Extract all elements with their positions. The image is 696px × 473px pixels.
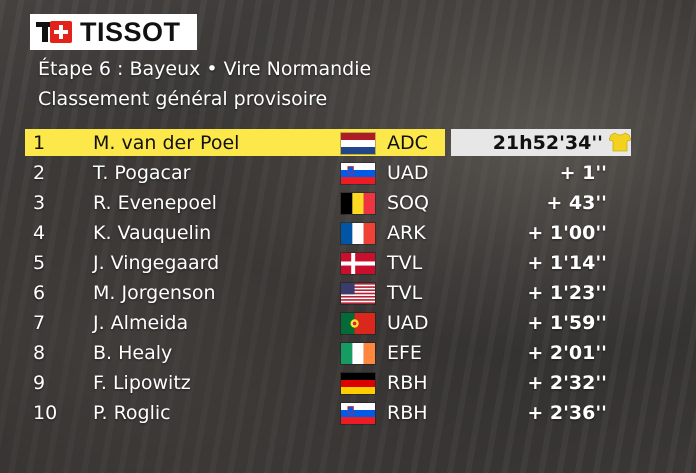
time-gap: + 1'59'' xyxy=(527,312,607,334)
team-code: RBH xyxy=(387,402,428,424)
rider-name: J. Almeida xyxy=(93,312,189,334)
rank: 6 xyxy=(33,282,46,304)
standings-row-8: 8 B. Healy EFE + 2'01'' xyxy=(25,338,665,368)
time: 21h52'34'' xyxy=(492,132,603,154)
rank: 7 xyxy=(33,312,46,334)
classification-title: Classement général provisoire xyxy=(38,88,328,110)
team-code: ADC xyxy=(387,132,428,154)
team-code: SOQ xyxy=(387,192,429,214)
slovenia-flag-icon xyxy=(341,403,375,424)
time-gap: + 1'23'' xyxy=(527,282,607,304)
tissot-cross-icon xyxy=(36,20,76,44)
rider-name: R. Evenepoel xyxy=(93,192,217,214)
tissot-logo: TISSOT xyxy=(30,14,197,50)
rank: 5 xyxy=(33,252,46,274)
team-code: TVL xyxy=(387,282,423,304)
rank: 4 xyxy=(33,222,46,244)
team-code: ARK xyxy=(387,222,426,244)
leader-time-box xyxy=(451,129,631,156)
belgium-flag-icon xyxy=(341,193,375,214)
slovenia-flag-icon xyxy=(341,163,375,184)
standings-table: 1 M. van der Poel ADC 21h52'34'' 2 T. Po… xyxy=(25,128,665,428)
standings-row-10: 10 P. Roglic RBH + 2'36'' xyxy=(25,398,665,428)
team-code: EFE xyxy=(387,342,422,364)
time-gap: + 2'01'' xyxy=(527,342,607,364)
time-gap: + 43'' xyxy=(546,192,607,214)
rider-name: M. Jorgenson xyxy=(93,282,216,304)
rank: 9 xyxy=(33,372,46,394)
rank: 2 xyxy=(33,162,46,184)
standings-row-3: 3 R. Evenepoel SOQ + 43'' xyxy=(25,188,665,218)
rank: 1 xyxy=(33,132,46,154)
team-code: RBH xyxy=(387,372,428,394)
rank: 3 xyxy=(33,192,46,214)
rider-name: J. Vingegaard xyxy=(93,252,220,274)
germany-flag-icon xyxy=(341,373,375,394)
time-gap: + 2'36'' xyxy=(527,402,607,424)
standings-row-7: 7 J. Almeida UAD + 1'59'' xyxy=(25,308,665,338)
leader-highlight xyxy=(25,129,445,156)
time-gap: + 1'14'' xyxy=(527,252,607,274)
netherlands-flag-icon xyxy=(341,133,375,154)
france-flag-icon xyxy=(341,223,375,244)
time-gap: + 1'00'' xyxy=(527,222,607,244)
rider-name: M. van der Poel xyxy=(93,132,240,154)
denmark-flag-icon xyxy=(341,253,375,274)
standings-row-2: 2 T. Pogacar UAD + 1'' xyxy=(25,158,665,188)
usa-flag-icon xyxy=(341,283,375,304)
time-gap: + 2'32'' xyxy=(527,372,607,394)
standings-row-5: 5 J. Vingegaard TVL + 1'14'' xyxy=(25,248,665,278)
time-gap: + 1'' xyxy=(559,162,607,184)
portugal-flag-icon xyxy=(341,313,375,334)
rider-name: T. Pogacar xyxy=(93,162,191,184)
team-code: UAD xyxy=(387,162,429,184)
rider-name: F. Lipowitz xyxy=(93,372,191,394)
rider-name: B. Healy xyxy=(93,342,173,364)
standings-row-1: 1 M. van der Poel ADC 21h52'34'' xyxy=(25,128,665,158)
rider-name: K. Vauquelin xyxy=(93,222,212,244)
standings-row-6: 6 M. Jorgenson TVL + 1'23'' xyxy=(25,278,665,308)
ireland-flag-icon xyxy=(341,343,375,364)
rank: 10 xyxy=(33,402,58,424)
rider-name: P. Roglic xyxy=(93,402,171,424)
stage-title: Étape 6 : Bayeux • Vire Normandie xyxy=(38,58,372,80)
yellow-jersey-icon xyxy=(609,132,631,152)
team-code: TVL xyxy=(387,252,423,274)
team-code: UAD xyxy=(387,312,429,334)
standings-row-9: 9 F. Lipowitz RBH + 2'32'' xyxy=(25,368,665,398)
standings-row-4: 4 K. Vauquelin ARK + 1'00'' xyxy=(25,218,665,248)
brand-name: TISSOT xyxy=(80,16,181,47)
rank: 8 xyxy=(33,342,46,364)
